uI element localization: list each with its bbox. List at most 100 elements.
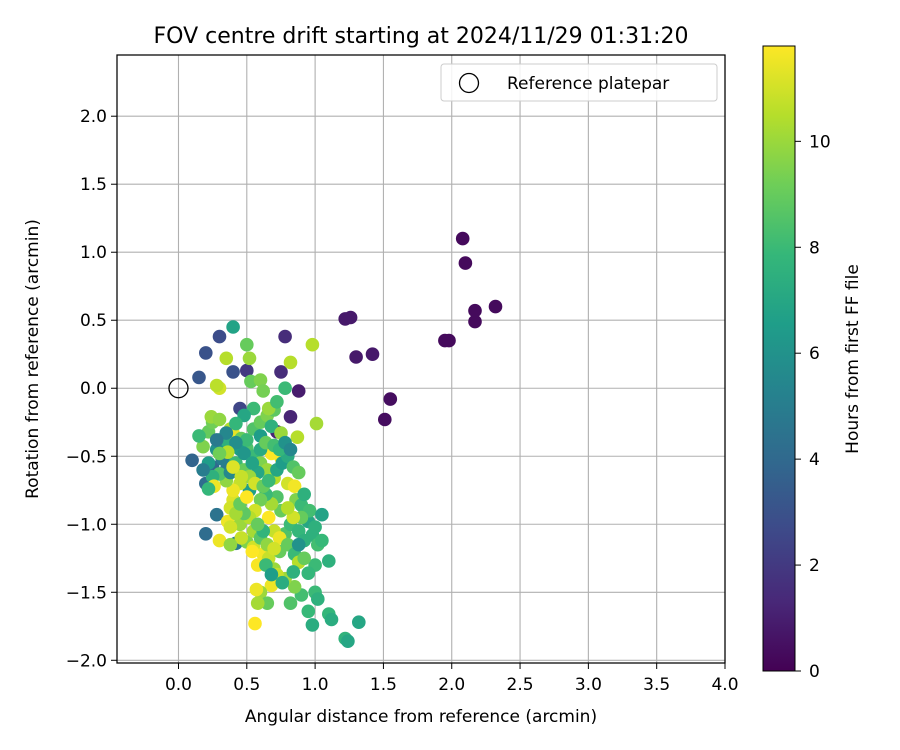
y-tick-label: 1.5 <box>80 175 107 195</box>
scatter-point <box>261 510 276 525</box>
scatter-point <box>365 347 380 362</box>
colorbar-tick-label: 6 <box>809 344 820 364</box>
legend-box <box>440 63 718 102</box>
scatter-point <box>349 350 363 364</box>
colorbar-tick-label: 0 <box>809 662 820 682</box>
x-tick-label: 3.0 <box>575 675 602 695</box>
scatter-point <box>212 533 227 548</box>
y-tick-label: −1.0 <box>66 515 107 535</box>
legend-reference-label: Reference platepar <box>507 74 669 94</box>
plot-frame <box>116 54 726 664</box>
reference-platepar-marker <box>168 378 189 399</box>
scatter-point <box>245 544 260 559</box>
scatter-point <box>242 351 257 366</box>
scatter-point <box>287 580 302 594</box>
scatter-point <box>240 337 254 352</box>
y-tick-label: −2.0 <box>66 651 107 671</box>
scatter-point <box>297 551 312 566</box>
scatter-point <box>442 333 456 348</box>
scatter-point <box>212 412 227 427</box>
scatter-point <box>278 381 292 396</box>
x-tick-label: 0.0 <box>165 675 192 695</box>
scatter-point <box>264 578 279 593</box>
scatter-point <box>488 299 503 314</box>
scatter-point <box>245 456 260 470</box>
scatter-point <box>343 310 358 325</box>
scatter-point <box>226 365 240 379</box>
scatter-point <box>305 618 320 632</box>
scatter-point <box>468 314 482 329</box>
scatter-point <box>383 392 398 406</box>
colorbar-gradient <box>762 45 796 672</box>
scatter-point <box>192 370 206 385</box>
scatter-point <box>240 433 254 447</box>
scatter-point <box>237 446 251 461</box>
scatter-point <box>226 460 240 474</box>
scatter-point <box>315 533 329 548</box>
scatter-point <box>246 401 261 416</box>
x-axis-label: Angular distance from reference (arcmin) <box>245 707 597 727</box>
scatter-point <box>212 329 227 344</box>
scatter-point <box>234 469 249 484</box>
legend-reference-marker <box>458 72 480 94</box>
scatter-point <box>264 567 279 582</box>
scatter-point <box>261 473 276 488</box>
scatter-point <box>283 596 298 610</box>
x-axis-ticks: 0.0 0.5 1.0 1.5 2.0 2.5 3.0 3.5 4.0 <box>165 663 739 695</box>
scatter-point <box>240 363 254 378</box>
scatter-point <box>229 416 243 431</box>
scatter-point <box>286 565 301 579</box>
scatter-point <box>209 507 224 522</box>
scatter-point <box>378 412 392 427</box>
scatter-point <box>256 384 271 398</box>
scatter-point <box>226 483 240 498</box>
y-tick-label: −0.5 <box>66 447 107 467</box>
scatter-point <box>219 351 234 366</box>
x-tick-label: 0.5 <box>233 675 260 695</box>
scatter-point <box>267 541 281 556</box>
plot-grid <box>117 55 726 663</box>
y-axis-label: Rotation from reference (arcmin) <box>23 219 43 499</box>
colorbar-ticks: 0 2 4 6 8 10 <box>795 132 831 682</box>
scatter-point <box>291 537 306 552</box>
y-tick-label: 2.0 <box>80 107 107 127</box>
scatter-point <box>226 320 240 334</box>
scatter-point <box>281 537 295 552</box>
x-tick-label: 2.0 <box>438 675 465 695</box>
scatter-point <box>278 329 292 344</box>
scatter-point <box>223 537 238 552</box>
y-tick-label: −1.5 <box>66 583 107 603</box>
scatter-point <box>248 616 262 631</box>
x-tick-label: 1.5 <box>370 675 397 695</box>
scatter-point <box>260 596 275 610</box>
scatter-point <box>322 554 336 568</box>
scatter-point <box>196 463 210 477</box>
scatter-point <box>275 575 290 590</box>
scatter-point <box>199 346 213 360</box>
scatter-points <box>168 231 503 648</box>
scatter-point <box>455 231 470 246</box>
scatter-point <box>297 487 312 502</box>
scatter-point <box>311 592 325 606</box>
scatter-point <box>192 429 206 443</box>
legend: Reference platepar <box>440 63 718 102</box>
scatter-point <box>290 430 305 445</box>
scatter-point <box>219 426 234 440</box>
scatter-point <box>287 479 302 494</box>
scatter-point <box>253 373 268 387</box>
scatter-point <box>283 355 298 370</box>
chart-title: FOV centre drift starting at 2024/11/29 … <box>154 24 689 49</box>
scatter-point <box>199 527 213 541</box>
scatter-point <box>468 303 482 318</box>
scatter-point <box>283 442 298 457</box>
scatter-point <box>223 520 238 534</box>
colorbar: 0 2 4 6 8 10 Hours from first FF file <box>762 45 863 682</box>
scatter-point <box>201 482 216 496</box>
scatter-point <box>212 446 227 461</box>
scatter-point <box>229 435 243 450</box>
y-tick-label: 1.0 <box>80 243 107 263</box>
scatter-point <box>240 490 254 504</box>
scatter-point <box>352 615 366 629</box>
scatter-point <box>341 634 355 648</box>
